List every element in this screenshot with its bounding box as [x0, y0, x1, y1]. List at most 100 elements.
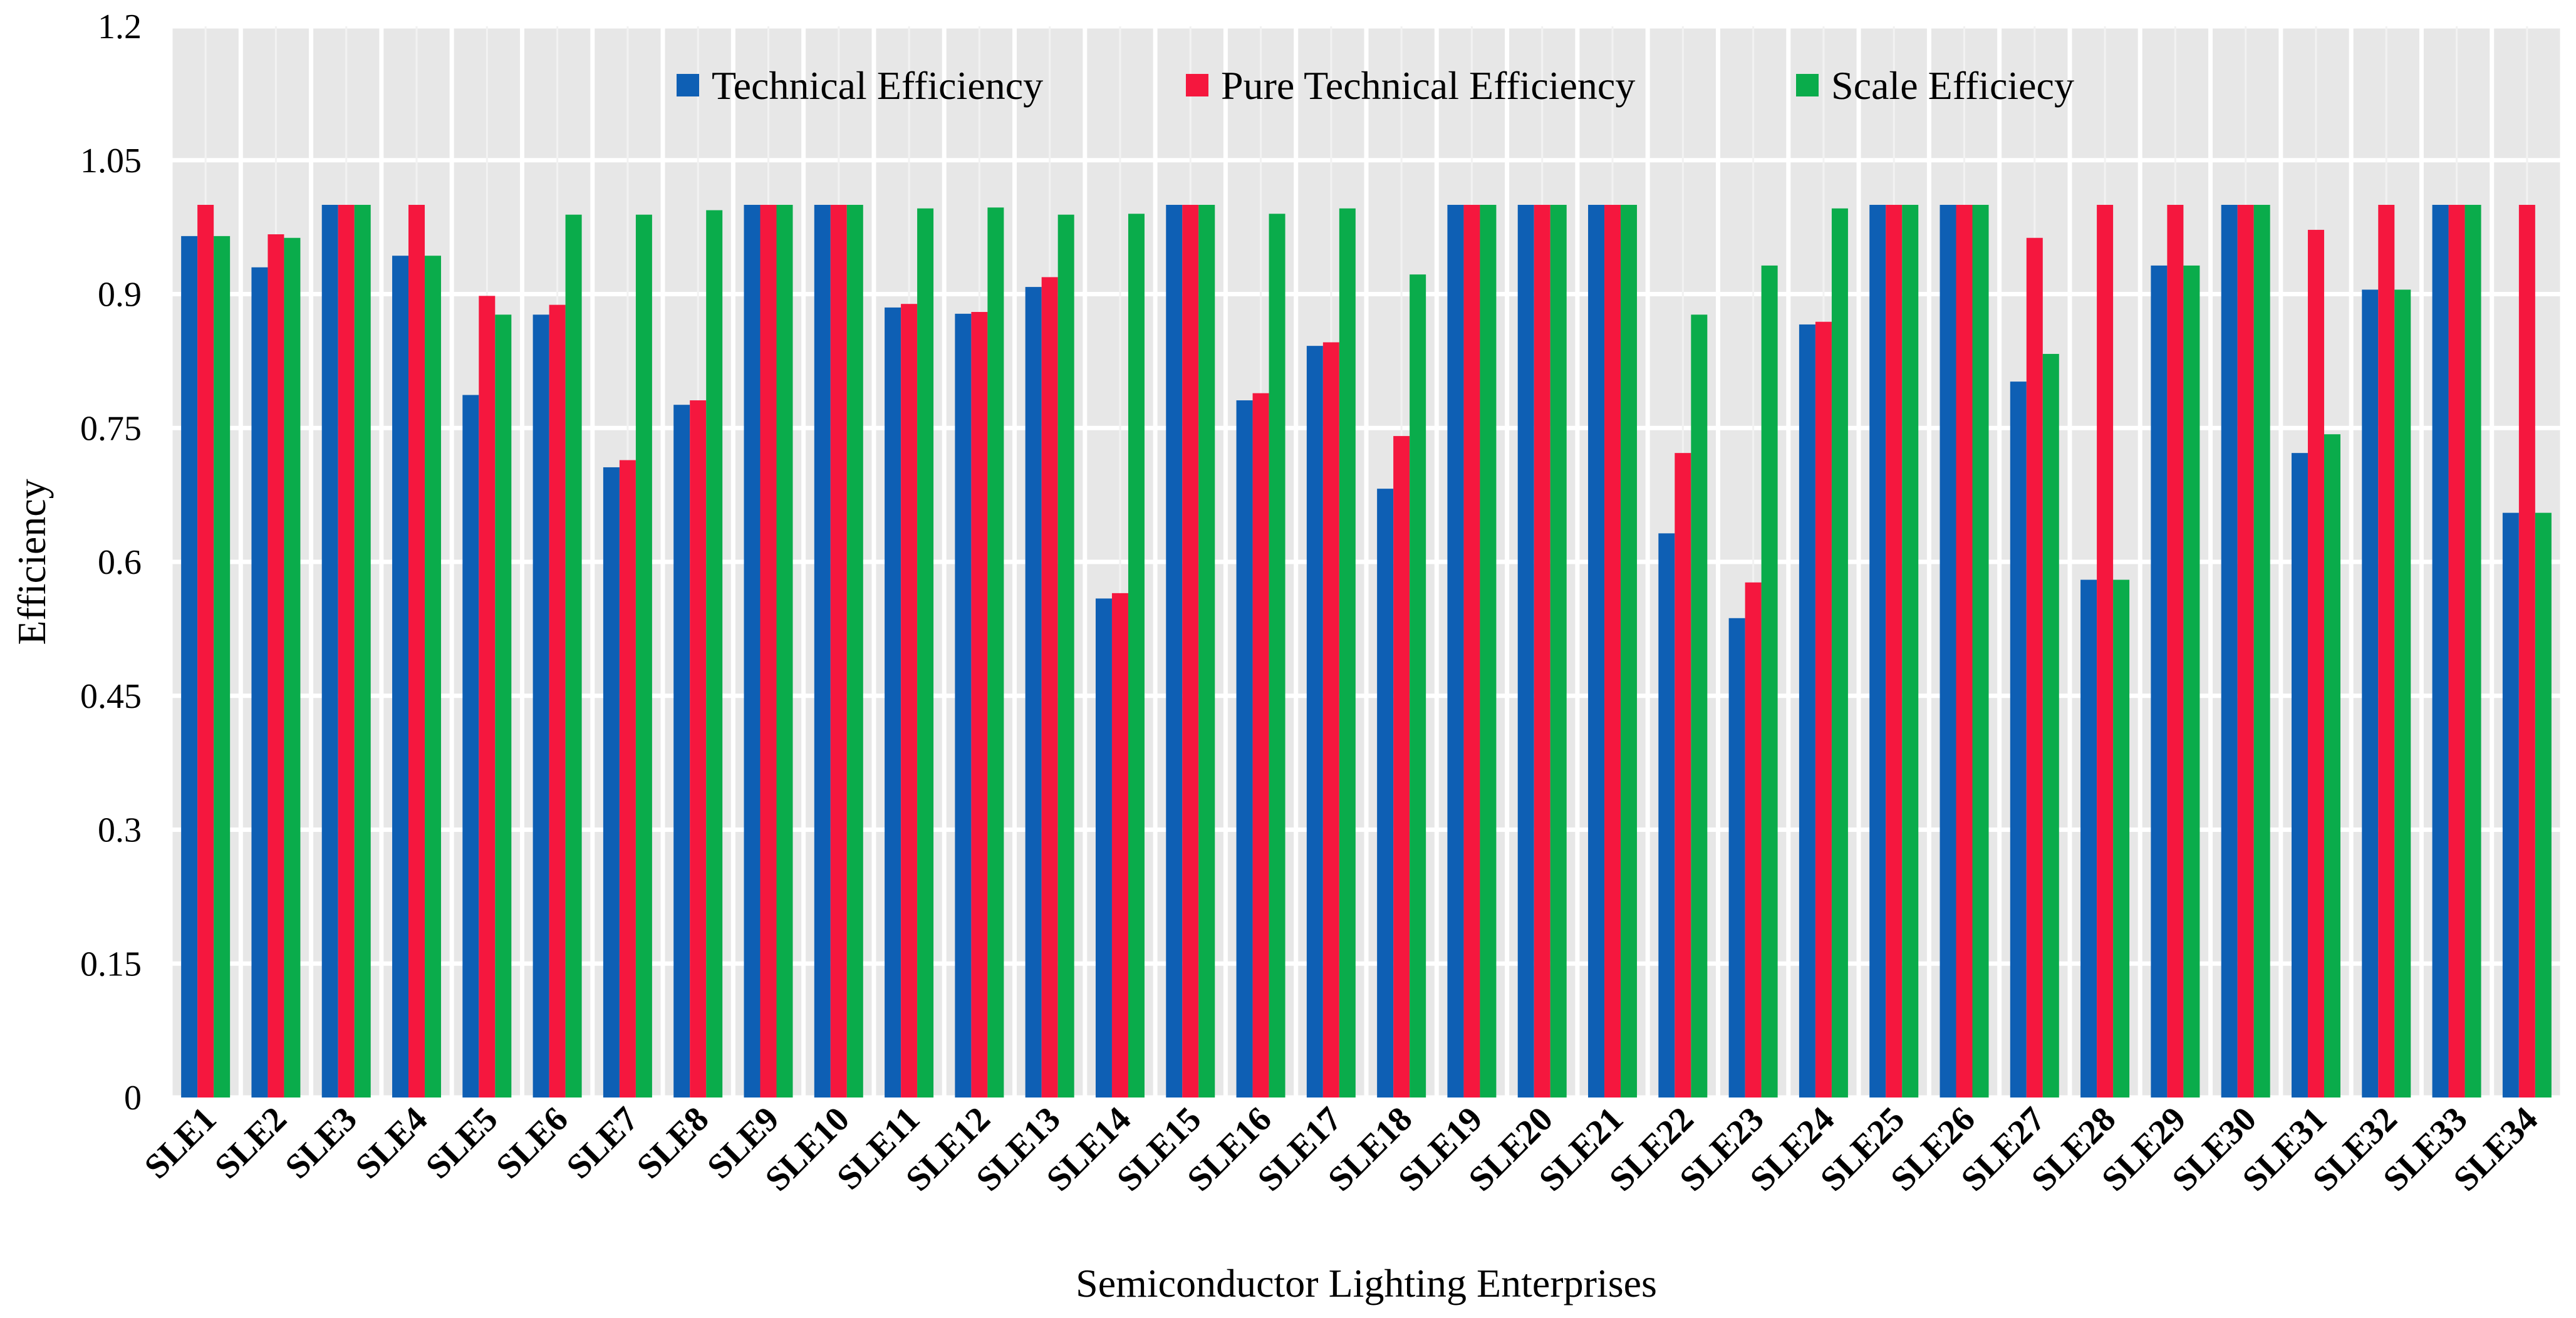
- y-tick-label: 0.6: [98, 543, 142, 582]
- bar-technical-efficiency-sle5: [462, 395, 479, 1097]
- x-tick-label: SLE7: [559, 1099, 646, 1186]
- bar-pure-technical-efficiency-sle16: [1252, 393, 1269, 1097]
- x-tick-label: SLE8: [630, 1099, 716, 1186]
- bar-pure-technical-efficiency-sle6: [549, 304, 566, 1098]
- bar-pure-technical-efficiency-sle21: [1604, 205, 1621, 1097]
- bar-pure-technical-efficiency-sle10: [830, 205, 847, 1097]
- bar-scale-efficiecy-sle3: [354, 205, 371, 1097]
- y-axis-title: Efficiency: [9, 479, 54, 645]
- x-tick-label: SLE6: [489, 1099, 575, 1186]
- bar-scale-efficiecy-sle28: [2113, 579, 2130, 1097]
- x-tick-label: SLE1: [137, 1099, 224, 1186]
- bar-pure-technical-efficiency-sle19: [1463, 205, 1480, 1097]
- bar-scale-efficiecy-sle23: [1761, 265, 1778, 1097]
- bar-technical-efficiency-sle3: [321, 205, 338, 1097]
- x-tick-label: SLE5: [418, 1099, 505, 1186]
- bar-pure-technical-efficiency-sle33: [2448, 205, 2465, 1097]
- bar-pure-technical-efficiency-sle34: [2518, 205, 2535, 1097]
- bar-pure-technical-efficiency-sle2: [267, 234, 284, 1097]
- legend-label: Scale Efficiecy: [1831, 63, 2074, 108]
- bar-scale-efficiecy-sle7: [635, 214, 652, 1097]
- bar-technical-efficiency-sle21: [1588, 205, 1605, 1097]
- bar-scale-efficiecy-sle24: [1831, 208, 1848, 1098]
- bar-pure-technical-efficiency-sle30: [2237, 205, 2254, 1097]
- bar-scale-efficiecy-sle14: [1128, 214, 1145, 1097]
- bar-technical-efficiency-sle15: [1166, 205, 1183, 1097]
- y-tick-label: 0.9: [98, 276, 142, 314]
- bar-pure-technical-efficiency-sle13: [1041, 277, 1058, 1097]
- bar-scale-efficiecy-sle4: [425, 256, 442, 1098]
- bar-pure-technical-efficiency-sle7: [619, 460, 636, 1097]
- bar-technical-efficiency-sle7: [603, 467, 620, 1097]
- bar-technical-efficiency-sle1: [181, 236, 198, 1097]
- bar-scale-efficiecy-sle5: [495, 314, 512, 1097]
- bar-pure-technical-efficiency-sle20: [1534, 205, 1550, 1097]
- y-tick-label: 1.05: [80, 142, 142, 180]
- bar-technical-efficiency-sle10: [814, 205, 831, 1097]
- bar-technical-efficiency-sle17: [1306, 346, 1323, 1097]
- bar-scale-efficiecy-sle32: [2394, 289, 2411, 1097]
- bar-technical-efficiency-sle30: [2221, 205, 2238, 1097]
- bar-scale-efficiecy-sle12: [987, 207, 1004, 1097]
- bar-scale-efficiecy-sle1: [214, 236, 231, 1097]
- bar-technical-efficiency-sle2: [251, 267, 268, 1097]
- bar-technical-efficiency-sle31: [2291, 453, 2308, 1097]
- bar-scale-efficiecy-sle27: [2042, 353, 2059, 1097]
- y-tick-label: 0.75: [80, 409, 142, 448]
- y-tick-label: 0: [124, 1079, 142, 1118]
- bar-pure-technical-efficiency-sle1: [197, 205, 214, 1097]
- bar-technical-efficiency-sle32: [2362, 289, 2379, 1097]
- bar-scale-efficiecy-sle17: [1339, 208, 1356, 1098]
- bar-technical-efficiency-sle24: [1799, 324, 1815, 1098]
- bar-pure-technical-efficiency-sle27: [2026, 237, 2043, 1098]
- bar-scale-efficiecy-sle25: [1902, 205, 1919, 1097]
- bar-scale-efficiecy-sle22: [1691, 314, 1708, 1097]
- bar-pure-technical-efficiency-sle3: [338, 205, 355, 1097]
- bar-technical-efficiency-sle16: [1236, 400, 1253, 1098]
- bar-scale-efficiecy-sle19: [1480, 205, 1497, 1097]
- bar-scale-efficiecy-sle18: [1410, 274, 1426, 1097]
- bar-pure-technical-efficiency-sle26: [1956, 205, 1973, 1097]
- bar-pure-technical-efficiency-sle22: [1675, 453, 1691, 1097]
- bar-pure-technical-efficiency-sle15: [1182, 205, 1199, 1097]
- bar-scale-efficiecy-sle15: [1198, 205, 1215, 1097]
- bar-technical-efficiency-sle4: [392, 256, 409, 1098]
- bar-pure-technical-efficiency-sle17: [1322, 342, 1339, 1098]
- bar-pure-technical-efficiency-sle28: [2097, 205, 2114, 1097]
- bar-technical-efficiency-sle19: [1447, 205, 1464, 1097]
- bar-technical-efficiency-sle13: [1025, 287, 1042, 1098]
- bar-technical-efficiency-sle33: [2432, 205, 2449, 1097]
- bar-pure-technical-efficiency-sle9: [760, 205, 777, 1097]
- bars: [181, 205, 2552, 1098]
- bar-technical-efficiency-sle29: [2151, 265, 2168, 1097]
- bar-pure-technical-efficiency-sle32: [2378, 205, 2395, 1097]
- bar-scale-efficiecy-sle21: [1621, 205, 1638, 1097]
- y-axis-ticks: 0 0.15 0.3 0.45 0.6 0.75 0.9 1.05 1.2: [80, 8, 142, 1118]
- legend-label: Pure Technical Efficiency: [1221, 63, 1635, 108]
- bar-pure-technical-efficiency-sle23: [1745, 582, 1762, 1097]
- bar-technical-efficiency-sle34: [2502, 512, 2519, 1097]
- x-axis-title: Semiconductor Lighting Enterprises: [1076, 1261, 1657, 1305]
- bar-technical-efficiency-sle22: [1658, 533, 1675, 1097]
- bar-scale-efficiecy-sle31: [2324, 434, 2340, 1097]
- bar-scale-efficiecy-sle20: [1550, 205, 1567, 1097]
- bar-technical-efficiency-sle6: [532, 314, 549, 1097]
- bar-scale-efficiecy-sle26: [1972, 205, 1989, 1097]
- bar-scale-efficiecy-sle33: [2464, 205, 2481, 1097]
- bar-technical-efficiency-sle23: [1728, 618, 1745, 1097]
- bar-technical-efficiency-sle20: [1517, 205, 1534, 1097]
- bar-pure-technical-efficiency-sle29: [2167, 205, 2184, 1097]
- legend-swatch: [1186, 74, 1208, 96]
- bar-scale-efficiecy-sle16: [1269, 214, 1285, 1097]
- x-tick-label: SLE2: [207, 1099, 294, 1186]
- y-tick-label: 0.45: [80, 677, 142, 716]
- x-axis-ticks: SLE1SLE2SLE3SLE4SLE5SLE6SLE7SLE8SLE9SLE1…: [137, 1099, 2545, 1198]
- y-tick-label: 0.15: [80, 945, 142, 983]
- bar-technical-efficiency-sle28: [2080, 579, 2097, 1097]
- x-tick-label: SLE3: [278, 1099, 364, 1186]
- legend: Technical Efficiency Pure Technical Effic…: [677, 63, 2074, 108]
- legend-swatch: [1796, 74, 1819, 96]
- x-tick-label: SLE4: [348, 1099, 435, 1186]
